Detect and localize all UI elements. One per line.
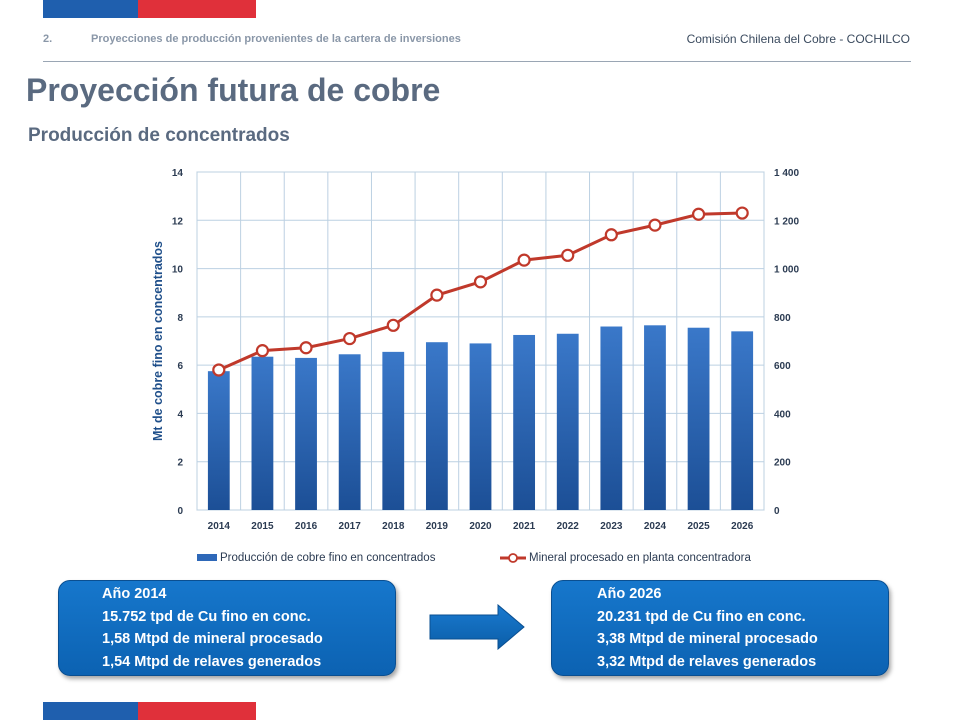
point-2025: [691, 207, 706, 221]
box-left-line: 1,54 Mtpd de relaves generados: [102, 653, 322, 670]
point-2020: [473, 275, 488, 289]
right-arrow-icon: [429, 604, 525, 650]
x-tick-label: 2026: [731, 521, 754, 532]
bar-2014: [207, 371, 230, 510]
box-left-line: 1,58 Mtpd de mineral procesado: [102, 631, 323, 647]
point-2023: [604, 228, 618, 242]
bar-2020: [469, 343, 492, 510]
y-right-tick-label: 1 400: [774, 168, 799, 179]
point-2024: [648, 218, 662, 232]
y-left-tick-label: 0: [177, 506, 183, 517]
box-left-line: Año 2014: [102, 586, 167, 602]
box-right-line: 3,38 Mtpd de mineral procesado: [597, 631, 818, 647]
y-left-tick-label: 8: [177, 313, 183, 324]
box-right-line: 3,32 Mtpd de relaves generados: [597, 653, 817, 670]
y-right-tick-label: 0: [774, 506, 780, 517]
y-left-tick-label: 4: [177, 409, 183, 420]
y-left-tick-label: 12: [172, 216, 184, 227]
x-tick-label: 2015: [251, 521, 274, 532]
x-tick-label: 2021: [513, 521, 536, 532]
legend-swatch-bar: [197, 554, 217, 561]
flag-red-segment: [138, 702, 256, 720]
bar-2017: [338, 354, 361, 510]
point-2015: [255, 344, 270, 358]
section-number: 2.: [43, 33, 53, 45]
x-tick-label: 2025: [687, 521, 710, 532]
point-2016: [299, 341, 313, 355]
page-subtitle: Producción de concentrados: [28, 125, 290, 146]
box-right-line: 20.231 tpd de Cu fino en conc.: [597, 608, 806, 625]
y-right-tick-label: 1 200: [774, 216, 799, 227]
flag-blue-segment: [43, 702, 138, 720]
bar-2023: [600, 326, 623, 510]
point-2014: [212, 363, 226, 377]
y-right-tick-label: 400: [774, 409, 791, 420]
y-right-tick-label: 1 000: [774, 265, 799, 276]
box-right-line: Año 2026: [597, 586, 662, 602]
y-left-tick-label: 2: [177, 458, 183, 469]
bar-2018: [382, 351, 405, 510]
info-box-2014: Año 2014 15.752 tpd de Cu fino en conc. …: [58, 580, 396, 676]
x-tick-label: 2016: [295, 521, 318, 532]
point-2018: [386, 318, 400, 332]
legend-label-line: Mineral procesado en planta concentrador…: [529, 552, 751, 564]
flag-top-stripe: [43, 0, 256, 18]
x-tick-label: 2022: [557, 521, 580, 532]
y-left-axis-title: Mt de cobre fino en concentrados: [151, 241, 165, 441]
y-left-tick-label: 14: [172, 168, 184, 179]
x-tick-label: 2018: [382, 521, 405, 532]
point-2019: [430, 288, 444, 302]
bar-2021: [513, 334, 536, 510]
x-tick-label: 2023: [600, 521, 623, 532]
info-box-2026: Año 2026 20.231 tpd de Cu fino en conc. …: [551, 580, 889, 676]
page-title: Proyección futura de cobre: [26, 72, 441, 108]
x-tick-label: 2024: [644, 521, 667, 532]
x-tick-label: 2014: [208, 521, 231, 532]
bar-2024: [644, 325, 666, 510]
box-left-line: 15.752 tpd de Cu fino en conc.: [102, 608, 311, 625]
legend-label-bar: Producción de cobre fino en concentrados: [220, 552, 436, 564]
y-right-tick-label: 200: [774, 458, 791, 469]
flag-blue-segment: [43, 0, 138, 18]
point-2026: [735, 206, 749, 220]
section-title: Proyecciones de producción provenientes …: [91, 33, 461, 45]
header-divider: [43, 61, 911, 62]
y-left-tick-label: 6: [177, 361, 183, 372]
production-chart: 0 2 4 6 8 10 12 14 0 200 400 600 800 1 000 1 200 1 400 2…: [151, 168, 799, 564]
bar-2026: [731, 331, 754, 510]
bar-2022: [556, 333, 579, 510]
y-right-tick-label: 600: [774, 361, 791, 372]
point-2022: [561, 248, 575, 262]
x-tick-label: 2020: [469, 521, 492, 532]
legend-swatch-marker: [508, 553, 518, 563]
y-left-tick-label: 10: [172, 265, 184, 276]
x-tick-label: 2019: [426, 521, 449, 532]
flag-bottom-stripe: [43, 702, 256, 720]
bar-2019: [425, 342, 448, 510]
y-right-tick-label: 800: [774, 313, 791, 324]
point-2021: [517, 253, 531, 267]
organization-name: Comisión Chilena del Cobre - COCHILCO: [686, 32, 910, 46]
flag-red-segment: [138, 0, 256, 18]
x-tick-label: 2017: [339, 521, 362, 532]
bar-2016: [295, 357, 317, 510]
point-2017: [343, 331, 357, 346]
bar-2025: [687, 327, 710, 510]
bar-2015: [251, 356, 274, 510]
